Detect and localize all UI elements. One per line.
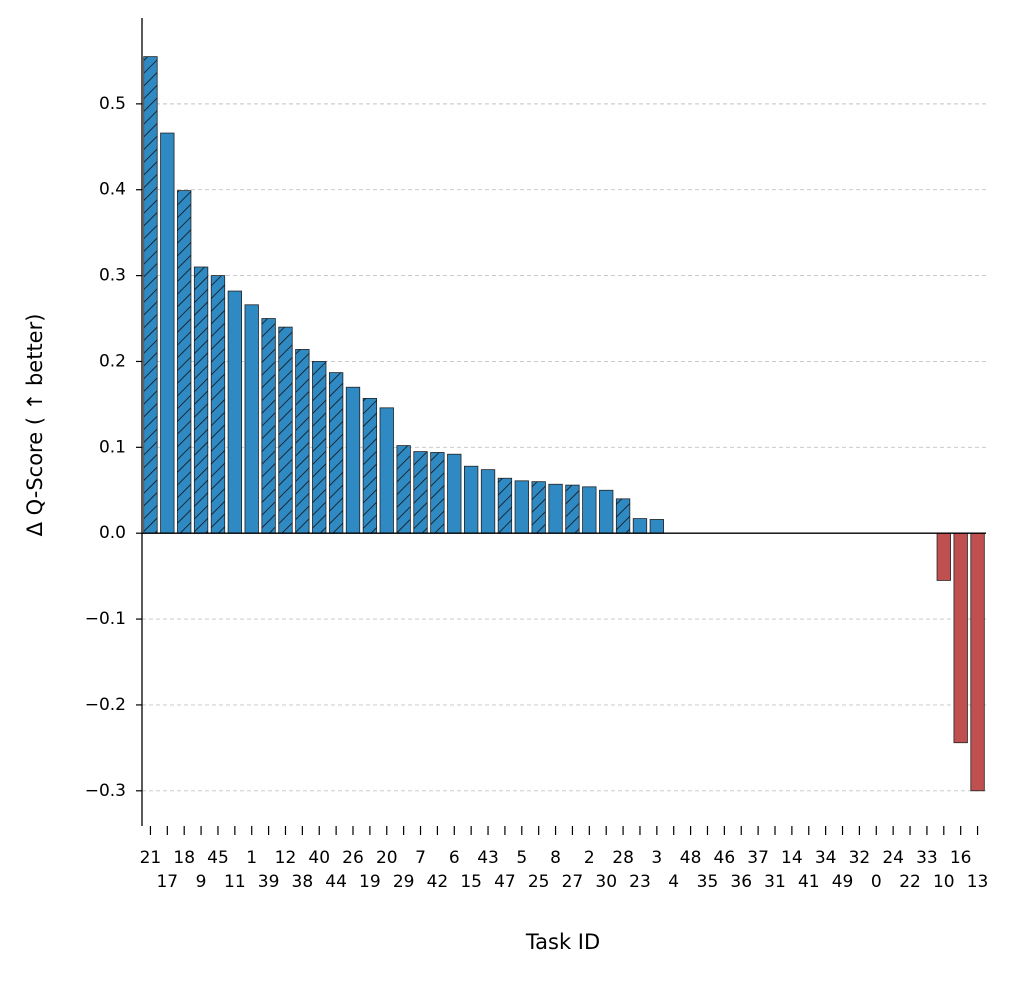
bar (328, 372, 344, 534)
bar (244, 304, 259, 534)
bar (480, 469, 496, 534)
x-tick-label: 3 (651, 848, 662, 868)
bar (615, 498, 631, 534)
bar (227, 290, 242, 534)
x-tick-label: 8 (550, 848, 561, 868)
x-tick-label: 4 (668, 872, 679, 892)
x-tick-label: 37 (747, 848, 769, 868)
x-tick-label: 45 (207, 848, 229, 868)
x-tick-label: 31 (764, 872, 786, 892)
x-tick-label: 26 (342, 848, 364, 868)
bar (599, 489, 614, 534)
x-tick-label: 35 (697, 872, 719, 892)
x-tick-label: 42 (427, 872, 449, 892)
bar (497, 477, 513, 534)
bar (210, 275, 226, 534)
bar (396, 445, 411, 534)
x-tick-label: 32 (849, 848, 871, 868)
x-tick-label: 29 (393, 872, 415, 892)
bar (143, 56, 158, 534)
bar (177, 190, 192, 534)
bar (379, 407, 394, 534)
x-tick-label: 12 (275, 848, 297, 868)
y-tick-label: 0.4 (99, 180, 126, 200)
x-tick-label: 46 (714, 848, 736, 868)
x-tick-label: 25 (528, 872, 550, 892)
bar (582, 486, 597, 534)
x-tick-label: 6 (449, 848, 460, 868)
bar (464, 465, 479, 534)
x-tick-label: 23 (629, 872, 651, 892)
x-tick-label: 47 (494, 872, 516, 892)
x-tick-label: 17 (156, 872, 178, 892)
bar (312, 361, 327, 534)
x-tick-label: 28 (612, 848, 634, 868)
bar (345, 386, 361, 534)
x-tick-label: 11 (224, 872, 246, 892)
x-tick-label: 21 (140, 848, 162, 868)
x-tick-label: 39 (258, 872, 280, 892)
x-tick-label: 1 (246, 848, 257, 868)
x-tick-label: 22 (899, 872, 921, 892)
x-tick-label: 16 (950, 848, 972, 868)
x-axis-label: Task ID (525, 930, 600, 954)
x-tick-label: 14 (781, 848, 803, 868)
x-tick-label: 34 (815, 848, 837, 868)
x-tick-label: 13 (967, 872, 989, 892)
bar (362, 397, 378, 534)
x-tick-label: 30 (595, 872, 617, 892)
bar (970, 532, 985, 792)
bar (632, 518, 648, 534)
x-tick-label: 0 (871, 872, 882, 892)
x-tick-label: 10 (933, 872, 955, 892)
x-tick-label: 33 (916, 848, 938, 868)
y-tick-label: 0.0 (99, 523, 126, 543)
y-tick-label: −0.3 (85, 781, 126, 801)
x-tick-label: 40 (308, 848, 330, 868)
bar (261, 318, 276, 534)
bar (430, 452, 445, 534)
y-tick-label: −0.2 (85, 695, 126, 715)
x-tick-label: 20 (376, 848, 398, 868)
bar (548, 483, 563, 534)
y-tick-label: −0.1 (85, 609, 126, 629)
bar (447, 453, 462, 534)
x-tick-label: 44 (325, 872, 347, 892)
y-tick-label: 0.1 (99, 437, 126, 457)
x-tick-label: 27 (562, 872, 584, 892)
x-tick-label: 24 (882, 848, 904, 868)
y-tick-label: 0.2 (99, 351, 126, 371)
x-tick-label: 41 (798, 872, 820, 892)
x-tick-label: 43 (477, 848, 499, 868)
bar (295, 349, 310, 534)
x-tick-label: 49 (832, 872, 854, 892)
x-tick-label: 19 (359, 872, 381, 892)
x-tick-label: 9 (196, 872, 207, 892)
y-axis-label: Δ Q-Score ( ↑ better) (23, 314, 47, 537)
bar (413, 451, 428, 534)
y-tick-label: 0.3 (99, 266, 126, 286)
bar (531, 481, 546, 534)
x-tick-label: 38 (292, 872, 314, 892)
bar (514, 480, 529, 534)
bar (278, 326, 293, 534)
x-tick-label: 7 (415, 848, 426, 868)
x-tick-label: 36 (730, 872, 752, 892)
y-tick-label: 0.5 (99, 94, 126, 114)
x-tick-label: 2 (584, 848, 595, 868)
x-tick-label: 48 (680, 848, 702, 868)
x-tick-label: 18 (173, 848, 195, 868)
bar (936, 532, 951, 581)
x-tick-label: 5 (516, 848, 527, 868)
bar (953, 532, 968, 744)
bar (565, 484, 580, 534)
bar (649, 519, 664, 534)
bar (193, 266, 209, 534)
bar (160, 132, 175, 534)
x-tick-label: 15 (460, 872, 482, 892)
